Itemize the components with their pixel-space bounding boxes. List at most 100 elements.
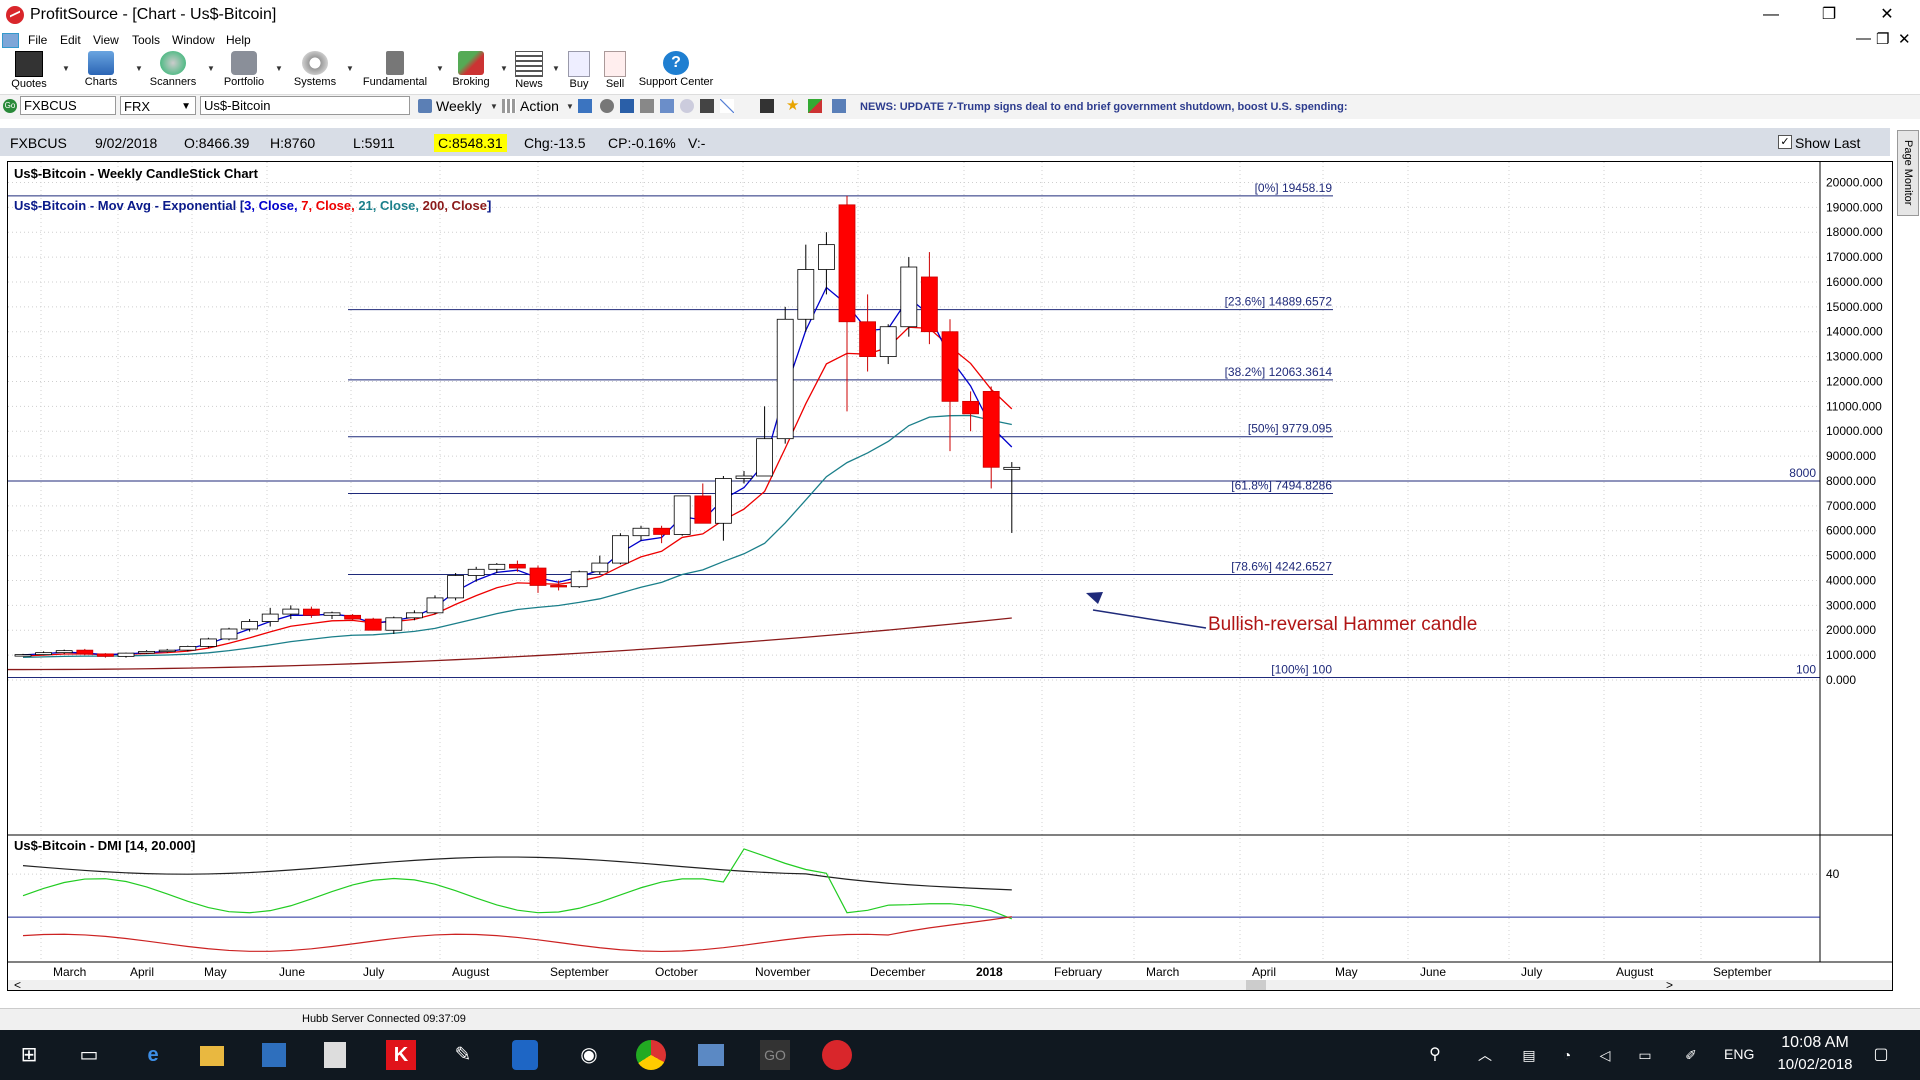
symbol-input[interactable]: [20, 96, 116, 115]
shield-icon[interactable]: [512, 1040, 538, 1070]
draw-tools-icon[interactable]: [700, 99, 714, 113]
news-icon: [515, 51, 543, 77]
fundamental-button[interactable]: Fundamental: [360, 50, 430, 92]
action-dropdown-icon[interactable]: ▼: [566, 102, 574, 111]
menu-view[interactable]: View: [93, 33, 119, 47]
news-dropdown-icon[interactable]: ▼: [552, 64, 560, 73]
clock-date[interactable]: 10/02/2018: [1777, 1056, 1853, 1073]
calculator-icon[interactable]: [324, 1042, 346, 1068]
scanners-button[interactable]: Scanners: [146, 50, 200, 92]
quote-high: H:8760: [270, 135, 316, 151]
show-last-checkbox[interactable]: ✓: [1778, 135, 1792, 149]
quotes-button[interactable]: Quotes: [6, 50, 52, 92]
systems-dropdown-icon[interactable]: ▼: [346, 64, 354, 73]
start-icon[interactable]: ⊞: [20, 1044, 38, 1066]
charts-button[interactable]: Charts: [78, 50, 124, 92]
profitsource-taskbar-icon[interactable]: [822, 1040, 852, 1070]
quotes-dropdown-icon[interactable]: ▼: [62, 64, 70, 73]
candle-body: [859, 321, 876, 357]
tools-icon[interactable]: [640, 99, 654, 113]
menu-window[interactable]: Window: [172, 33, 215, 47]
camera-icon[interactable]: ◉: [580, 1044, 598, 1066]
y-tick-label: 12000.000: [1826, 374, 1883, 388]
h-scrollbar[interactable]: [8, 980, 1892, 990]
close-button[interactable]: ✕: [1880, 6, 1894, 23]
mdi-close-button[interactable]: ✕: [1898, 31, 1911, 48]
volume-icon[interactable]: ◁: [1599, 1047, 1611, 1063]
menu-help[interactable]: Help: [226, 33, 251, 47]
file-explorer-icon[interactable]: [200, 1046, 224, 1066]
toolbar: [0, 50, 1920, 92]
settings-icon[interactable]: [600, 99, 614, 113]
portfolio-dropdown-icon[interactable]: ▼: [275, 64, 283, 73]
support-center-button[interactable]: ? Support Center: [636, 50, 716, 92]
chart-area[interactable]: [0%] 19458.19 [23.6%] 14889.6572 [38.2%] 1…: [7, 161, 1893, 992]
portfolio-button[interactable]: Portfolio: [219, 50, 269, 92]
language-indicator[interactable]: ENG: [1724, 1046, 1755, 1062]
charts-dropdown-icon[interactable]: ▼: [135, 64, 143, 73]
task-view-icon[interactable]: ▭: [79, 1044, 99, 1066]
notifications-icon[interactable]: ▢: [1873, 1046, 1889, 1063]
star-icon[interactable]: ★: [786, 97, 800, 114]
binoculars-icon[interactable]: [760, 99, 774, 113]
kaspersky-icon[interactable]: K: [386, 1040, 416, 1070]
battery-icon[interactable]: ▭: [1638, 1047, 1652, 1063]
clock-time[interactable]: 10:08 AM: [1781, 1034, 1849, 1051]
legend-prefix: Us$-Bitcoin - Mov Avg - Exponential [: [14, 198, 245, 213]
buy-button[interactable]: Buy: [564, 50, 594, 92]
menu-file[interactable]: File: [28, 33, 48, 47]
period-select[interactable]: Weekly: [436, 98, 482, 114]
h-scrollbar-thumb[interactable]: [1246, 980, 1266, 990]
candle-body: [241, 621, 259, 630]
period-dropdown-icon[interactable]: ▼: [490, 102, 498, 111]
candle-body: [508, 563, 526, 569]
page-monitor-tab[interactable]: Page Monitor: [1897, 130, 1919, 216]
candle-body: [818, 244, 835, 270]
go-app-icon[interactable]: GO: [760, 1040, 790, 1070]
store-icon[interactable]: [262, 1043, 286, 1067]
news-ticker[interactable]: NEWS: UPDATE 7-Trump signs deal to end b…: [860, 101, 1348, 113]
pen-icon[interactable]: ✐: [1685, 1047, 1697, 1063]
systems-button[interactable]: Systems: [290, 50, 340, 92]
security-name-input[interactable]: [200, 96, 410, 115]
people-icon[interactable]: ⚲: [1429, 1046, 1441, 1063]
restore-button[interactable]: ❐: [1821, 6, 1837, 23]
news-button[interactable]: News: [512, 50, 546, 92]
scroll-right-icon[interactable]: >: [1666, 978, 1673, 992]
broking-dropdown-icon[interactable]: ▼: [500, 64, 508, 73]
print-icon[interactable]: [620, 99, 634, 113]
candle-body: [179, 646, 197, 651]
indicator-icon[interactable]: [808, 99, 822, 113]
minimize-button[interactable]: —: [1763, 6, 1779, 23]
network-icon[interactable]: ▤: [1522, 1047, 1536, 1063]
layout-icon[interactable]: [660, 99, 674, 113]
menu-edit[interactable]: Edit: [60, 33, 81, 47]
mdi-minimize-button[interactable]: —: [1856, 30, 1871, 47]
x-tick-label: August: [452, 965, 490, 979]
quote-close: C:8548.31: [434, 134, 507, 152]
broking-button[interactable]: Broking: [448, 50, 494, 92]
action-menu[interactable]: Action: [520, 98, 559, 114]
scanners-dropdown-icon[interactable]: ▼: [207, 64, 215, 73]
exchange-select[interactable]: FRX ▼: [120, 96, 196, 115]
paint-icon[interactable]: ✎: [454, 1044, 472, 1066]
dmi-title: Us$-Bitcoin - DMI [14, 20.000]: [14, 838, 195, 853]
chrome-icon[interactable]: [636, 1040, 666, 1070]
save-icon[interactable]: [578, 99, 592, 113]
tray-chevron-icon[interactable]: ︿: [1478, 1047, 1492, 1063]
fundamental-dropdown-icon[interactable]: ▼: [436, 64, 444, 73]
wifi-icon[interactable]: ◔: [1562, 1047, 1572, 1063]
sell-button[interactable]: Sell: [600, 50, 630, 92]
fib-label: [0%] 19458.19: [1255, 181, 1333, 195]
edge-icon[interactable]: e: [147, 1044, 159, 1066]
bulb-icon[interactable]: [680, 99, 694, 113]
trendline-icon[interactable]: [720, 99, 734, 113]
candle-body: [35, 652, 53, 656]
candle-body: [117, 652, 135, 657]
go-icon[interactable]: Go: [3, 99, 17, 113]
explorer-window-icon[interactable]: [698, 1044, 724, 1066]
scroll-left-icon[interactable]: <: [14, 978, 21, 992]
mdi-restore-button[interactable]: ❐: [1876, 31, 1890, 48]
menu-tools[interactable]: Tools: [132, 33, 161, 47]
chart-canvas[interactable]: [0%] 19458.19 [23.6%] 14889.6572 [38.2%] 1…: [8, 162, 1892, 992]
